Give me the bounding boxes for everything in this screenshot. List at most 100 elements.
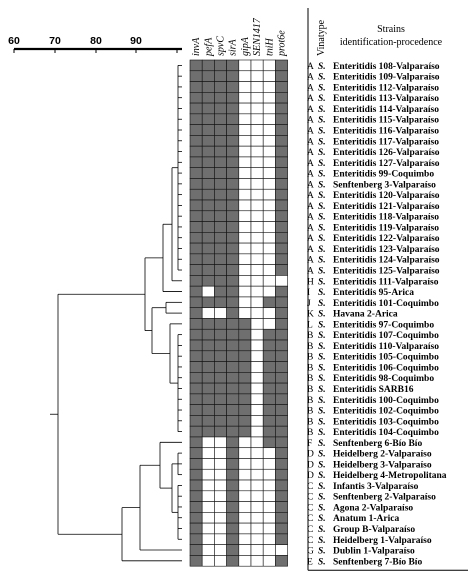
- gene-cell: [201, 167, 215, 179]
- gene-cell: [214, 393, 227, 405]
- gene-cell: [201, 102, 215, 115]
- gene-cell: [262, 156, 276, 168]
- strain-species-prefix: S.: [318, 374, 326, 384]
- gene-cell: [275, 361, 288, 373]
- gene-cell: [238, 350, 252, 362]
- strain-species-prefix: S.: [318, 439, 326, 449]
- gene-cell: [214, 555, 227, 567]
- gene-cell: [226, 264, 240, 276]
- gene-cell: [262, 124, 276, 136]
- gene-cell: [262, 328, 276, 341]
- strain-name: Enteritidis 105-Coquimbo: [333, 353, 439, 363]
- gene-cell: [189, 425, 203, 438]
- scale-tick-label: 90: [130, 35, 142, 47]
- gene-cell: [250, 253, 264, 265]
- gene-cell: [275, 242, 288, 255]
- vinatype-code: C: [307, 536, 313, 546]
- gene-cell: [250, 210, 264, 222]
- gene-cell: [262, 404, 276, 416]
- strain-species-prefix: S.: [318, 310, 326, 320]
- gene-cell: [250, 490, 264, 502]
- gene-cell: [238, 415, 252, 427]
- gene-cell: [238, 372, 252, 384]
- vinatype-code: B: [307, 407, 313, 417]
- strain-name: Enteritidis 95-Arica: [333, 288, 414, 298]
- gene-cell: [226, 124, 240, 136]
- gene-cell: [214, 468, 227, 481]
- gene-cell: [201, 555, 215, 567]
- gene-cell: [275, 544, 288, 556]
- gene-cell: [250, 59, 264, 72]
- gene-cell: [262, 544, 276, 556]
- gene-cell: [189, 124, 203, 136]
- gene-cell: [238, 490, 252, 502]
- gene-cell: [262, 210, 276, 222]
- scale-tick-label: 70: [49, 35, 61, 47]
- vinatype-code: B: [307, 417, 313, 427]
- strain-species-prefix: S.: [318, 363, 326, 373]
- gene-cell: [189, 490, 203, 502]
- strain-species-prefix: S.: [318, 482, 326, 492]
- gene-cell: [238, 479, 252, 492]
- gene-cell: [214, 81, 227, 93]
- gene-cell: [262, 178, 276, 190]
- strain-species-prefix: S.: [318, 234, 326, 244]
- gene-cell: [262, 221, 276, 233]
- strain-name: Enteritidis 122-Valparaíso: [333, 234, 440, 244]
- gene-cell: [214, 102, 227, 115]
- gene-cell: [226, 490, 240, 502]
- gene-cell: [250, 285, 264, 298]
- gene-cell: [250, 512, 264, 524]
- gene-cell: [250, 70, 264, 82]
- strain-name: Enteritidis 125-Valparaíso: [333, 267, 440, 277]
- gene-cell: [189, 275, 203, 287]
- gene-cell: [226, 135, 240, 147]
- strains-header: Strains: [377, 24, 405, 35]
- gene-cell: [201, 124, 215, 136]
- gene-cell: [262, 512, 276, 524]
- strain-name: Enteritidis 97-Coquimbo: [333, 320, 434, 330]
- gene-cell: [275, 253, 288, 265]
- gene-cell: [238, 242, 252, 255]
- gene-cell: [214, 328, 227, 341]
- gene-cell: [201, 253, 215, 265]
- gene-cell: [214, 339, 227, 352]
- gene-cell: [189, 501, 203, 513]
- gene-cell: [262, 199, 276, 212]
- gene-cell: [238, 199, 252, 212]
- strain-name: Enteritidis 119-Valparaíso: [333, 223, 439, 233]
- gene-cell: [262, 479, 276, 492]
- gene-cell: [262, 339, 276, 352]
- strain-name: Enteritidis 103-Coquimbo: [333, 417, 439, 427]
- gene-cell: [226, 468, 240, 481]
- gene-cell: [275, 350, 288, 362]
- strains-subheader: identification-procedence: [340, 37, 443, 48]
- gene-cell: [262, 102, 276, 115]
- gene-cell: [226, 501, 240, 513]
- gene-cell: [189, 372, 203, 384]
- gene-cell: [262, 533, 276, 545]
- gene-cell: [275, 70, 288, 82]
- gene-cell: [189, 361, 203, 373]
- strain-name: Heidelberg 2-Valparaíso: [333, 450, 432, 460]
- gene-cell: [214, 318, 227, 330]
- vinatype-code: L: [307, 320, 313, 330]
- gene-cell: [214, 425, 227, 438]
- gene-cell: [275, 275, 288, 287]
- gene-cell: [275, 296, 288, 309]
- vinatype-code: A: [307, 105, 314, 115]
- strain-name: Enteritidis 126-Valparaíso: [333, 148, 440, 158]
- gene-cell: [238, 468, 252, 481]
- gene-cell: [189, 178, 203, 190]
- gene-cell: [238, 382, 252, 395]
- strain-species-prefix: S.: [318, 170, 326, 180]
- gene-cell: [238, 501, 252, 513]
- gene-cell: [238, 81, 252, 93]
- strain-species-prefix: S.: [318, 353, 326, 363]
- gene-cell: [262, 92, 276, 104]
- gene-cell: [226, 447, 240, 459]
- gene-cell: [226, 188, 240, 201]
- strain-name: Enteritidis 121-Valparaíso: [333, 202, 440, 212]
- strain-species-prefix: S.: [318, 137, 326, 147]
- strain-species-prefix: S.: [318, 407, 326, 417]
